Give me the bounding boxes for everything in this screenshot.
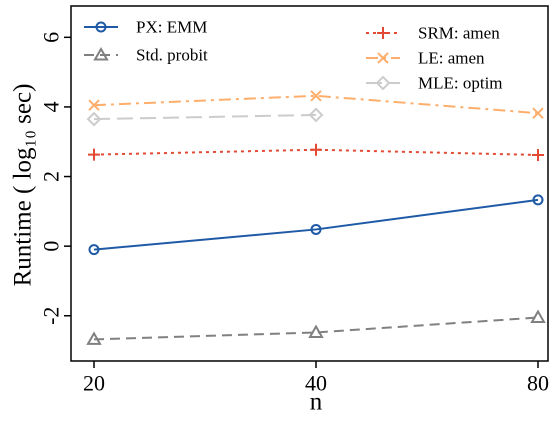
- legend-marker: [377, 27, 389, 39]
- series-0: [88, 194, 544, 256]
- data-point: [308, 324, 324, 338]
- data-point: [88, 244, 100, 256]
- legend-marker: [375, 75, 391, 91]
- y-axis-label: Runtime ( log₁₀ sec): [10, 84, 37, 287]
- legend-label: MLE: optim: [418, 74, 503, 93]
- data-point: [88, 99, 100, 111]
- data-point: [308, 107, 324, 123]
- data-point: [532, 194, 544, 206]
- legend-entry: MLE: optim: [366, 74, 503, 93]
- legend-marker: [93, 46, 109, 61]
- data-point: [310, 90, 322, 102]
- x-tick-label: 20: [83, 371, 105, 396]
- data-point: [88, 148, 100, 161]
- y-tick-label: 4: [39, 101, 64, 112]
- series-line: [93, 198, 539, 251]
- legend-label: SRM: amen: [418, 24, 500, 43]
- y-tick-label: -2: [39, 307, 64, 325]
- legend-entry: LE: amen: [366, 49, 485, 68]
- legend-label: Std. probit: [136, 46, 208, 65]
- axes: 20 40 80 -2 0 2 4 6: [39, 32, 550, 396]
- legend-label: LE: amen: [418, 49, 485, 68]
- x-axis-label: n: [310, 389, 323, 416]
- data-point: [532, 148, 544, 161]
- series-line: [93, 316, 539, 341]
- data-point: [532, 107, 544, 119]
- data-point: [310, 143, 322, 156]
- series-line: [93, 113, 317, 121]
- series-4: [86, 107, 324, 127]
- y-tick-label: 0: [39, 241, 64, 252]
- legend-entry: PX: EMM: [84, 18, 207, 37]
- data-point: [310, 223, 322, 235]
- data-point: [86, 111, 102, 127]
- series-line: [93, 94, 539, 115]
- legend-marker: [95, 21, 107, 33]
- legend-entry: Std. probit: [84, 46, 208, 65]
- series-3: [88, 90, 544, 119]
- plot-frame: [70, 5, 549, 362]
- data-point: [530, 309, 546, 323]
- legend: PX: EMM Std. probit SRM: amen LE: amen MLE: …: [84, 18, 503, 93]
- data-point: [86, 331, 102, 345]
- x-tick-label: 40: [305, 371, 327, 396]
- series-layer: [86, 90, 546, 345]
- series-1: [86, 309, 546, 345]
- legend-entry: SRM: amen: [366, 24, 500, 43]
- x-tick-label: 80: [527, 371, 549, 396]
- y-tick-label: 2: [39, 171, 64, 182]
- series-2: [88, 143, 544, 161]
- y-tick-label: 6: [39, 32, 64, 43]
- legend-marker: [377, 52, 389, 64]
- legend-label: PX: EMM: [136, 18, 207, 37]
